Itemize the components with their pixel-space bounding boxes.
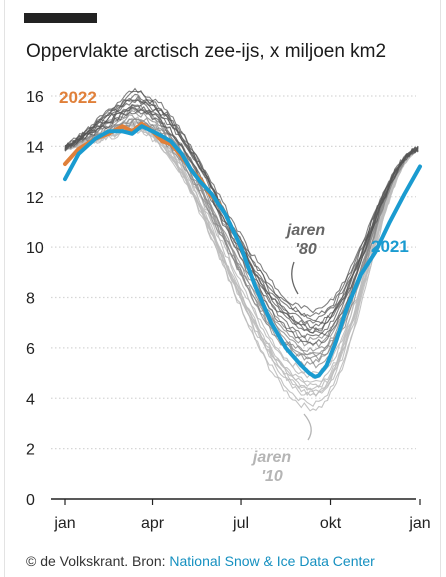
y-tick-label: 14 [26, 139, 44, 156]
annotation-2010s-line1: jaren [251, 449, 291, 466]
series-label-2021: 2021 [371, 237, 409, 256]
annotation-2010s-pointer [303, 413, 312, 441]
y-tick-label: 0 [26, 492, 35, 509]
footer: © de Volkskrant. Bron: National Snow & I… [26, 553, 375, 569]
annotation-2010s-line2: '10 [261, 468, 283, 485]
x-tick-label: apr [141, 515, 165, 532]
source-link[interactable]: National Snow & Ice Data Center [169, 553, 375, 569]
y-tick-label: 16 [26, 89, 44, 106]
x-tick-label: okt [320, 515, 342, 532]
annotation-1980s-line1: jaren [285, 222, 325, 239]
brand-bar [24, 13, 97, 23]
y-tick-label: 2 [26, 442, 35, 459]
series-layer [63, 121, 422, 379]
y-tick-label: 6 [26, 341, 35, 358]
annotation-1980s-pointer [291, 261, 299, 295]
x-tick-label: jul [232, 515, 249, 532]
annotation-1980s-line2: '80 [295, 241, 317, 258]
chart: 0 2 4 6 8 10 12 14 16 jan apr jul okt jan 2022 2021 jar… [26, 87, 431, 532]
archive-line-1980s [64, 104, 419, 345]
series-label-2022: 2022 [59, 88, 97, 107]
x-tick-label: jan [408, 515, 430, 532]
archive-line-1980s [64, 98, 419, 322]
chart-card [4, 0, 441, 577]
labels-layer: 2022 2021 jaren '80 jaren '10 [59, 88, 409, 485]
y-tick-label: 12 [26, 190, 44, 207]
grid-layer: 0 2 4 6 8 10 12 14 16 jan apr jul okt jan [26, 89, 431, 532]
credit-text: © de Volkskrant. Bron: [26, 553, 170, 569]
y-tick-label: 8 [26, 291, 35, 308]
x-tick-label: jan [53, 515, 75, 532]
archive-line-1980s [64, 95, 419, 314]
y-tick-label: 10 [26, 240, 44, 257]
chart-title: Oppervlakte arctisch zee-ijs, x miljoen … [26, 41, 387, 62]
series-line-2021 [63, 124, 422, 379]
archive-line-2000s [64, 109, 419, 348]
archive-line-2000s [64, 108, 419, 357]
y-tick-label: 4 [26, 391, 35, 408]
